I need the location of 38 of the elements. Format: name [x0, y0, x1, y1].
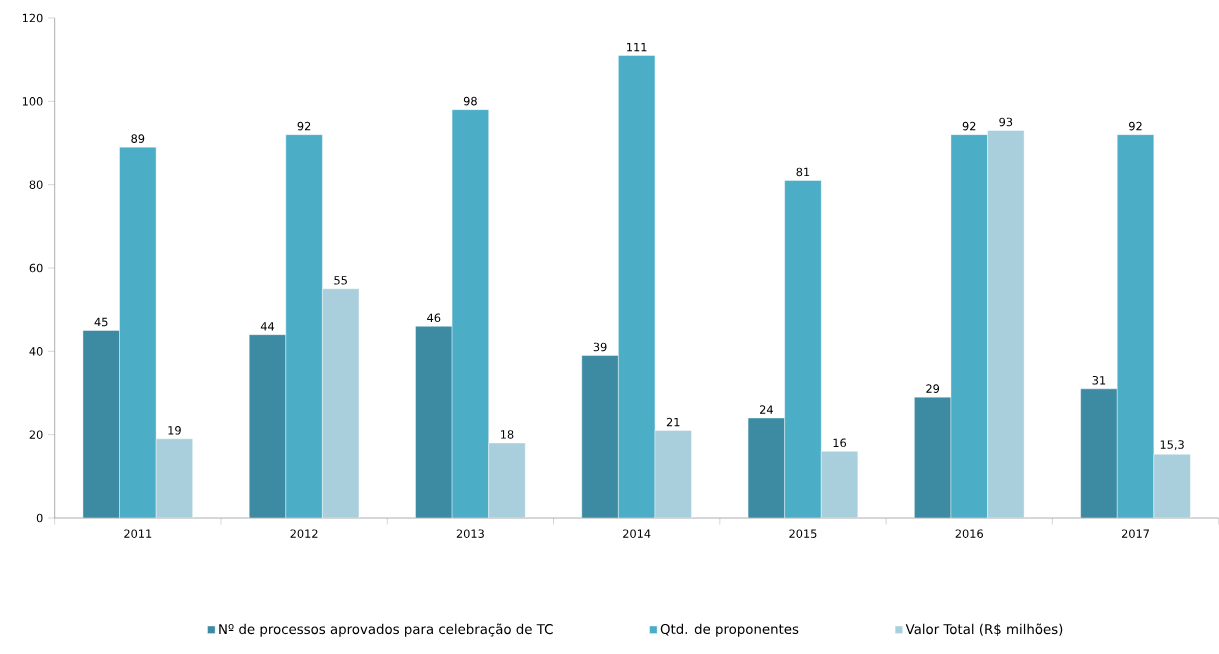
data-label: 45 — [94, 317, 108, 327]
data-label: 15,3 — [1160, 440, 1184, 450]
data-label: 92 — [962, 121, 976, 131]
data-label: 89 — [131, 134, 145, 143]
x-tick-label: 2014 — [623, 529, 651, 538]
x-tick-label: 2012 — [290, 529, 318, 538]
data-label: 92 — [1129, 121, 1142, 131]
data-label: 29 — [926, 384, 940, 393]
data-label: 55 — [334, 276, 347, 285]
data-label: 81 — [796, 167, 810, 177]
x-tick-label: 2015 — [789, 529, 817, 538]
data-label: 44 — [260, 322, 275, 331]
x-tick-label: 2017 — [1121, 529, 1149, 538]
data-label: 19 — [168, 426, 181, 435]
legend-label: Qtd. de proponentes — [660, 623, 799, 637]
data-label: 98 — [463, 96, 477, 106]
legend-label: Nº de processos aprovados para celebração de TC — [219, 623, 553, 637]
data-label: 31 — [1092, 376, 1106, 385]
data-label: 16 — [833, 438, 847, 448]
data-label: 93 — [999, 117, 1013, 127]
x-tick-label: 2016 — [955, 529, 983, 538]
y-tick-label: 80 — [29, 180, 43, 189]
legend-label: Valor Total (R$ milhões) — [905, 623, 1063, 636]
y-tick-label: 100 — [22, 97, 43, 106]
data-label: 18 — [501, 430, 514, 439]
data-label: 21 — [666, 417, 680, 427]
y-tick-label: 120 — [22, 13, 43, 23]
data-label: 39 — [593, 342, 607, 352]
x-tick-label: 2013 — [456, 529, 484, 538]
y-tick-label: 0 — [36, 513, 43, 523]
y-tick-label: 40 — [29, 347, 43, 356]
data-label: 111 — [627, 42, 647, 52]
y-tick-label: 60 — [29, 263, 43, 273]
data-label: 24 — [760, 405, 773, 414]
y-tick-label: 20 — [29, 430, 43, 439]
x-tick-label: 2011 — [124, 529, 152, 538]
data-label: 92 — [297, 121, 311, 131]
data-label: 46 — [427, 313, 441, 323]
